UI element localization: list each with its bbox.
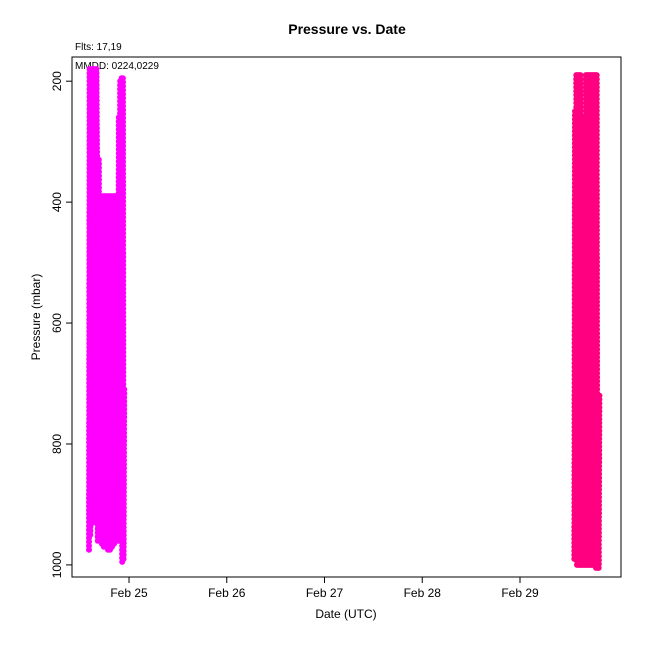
mmdd-annotation: MMDD: 0224,0229	[75, 61, 159, 72]
chart-title: Pressure vs. Date	[288, 21, 406, 37]
data-layer	[86, 66, 603, 571]
series-2	[571, 72, 603, 571]
plot-frame	[71, 56, 622, 578]
data-point	[121, 386, 128, 393]
flights-annotation: Flts: 17,19	[75, 42, 122, 53]
series-1	[86, 66, 128, 565]
